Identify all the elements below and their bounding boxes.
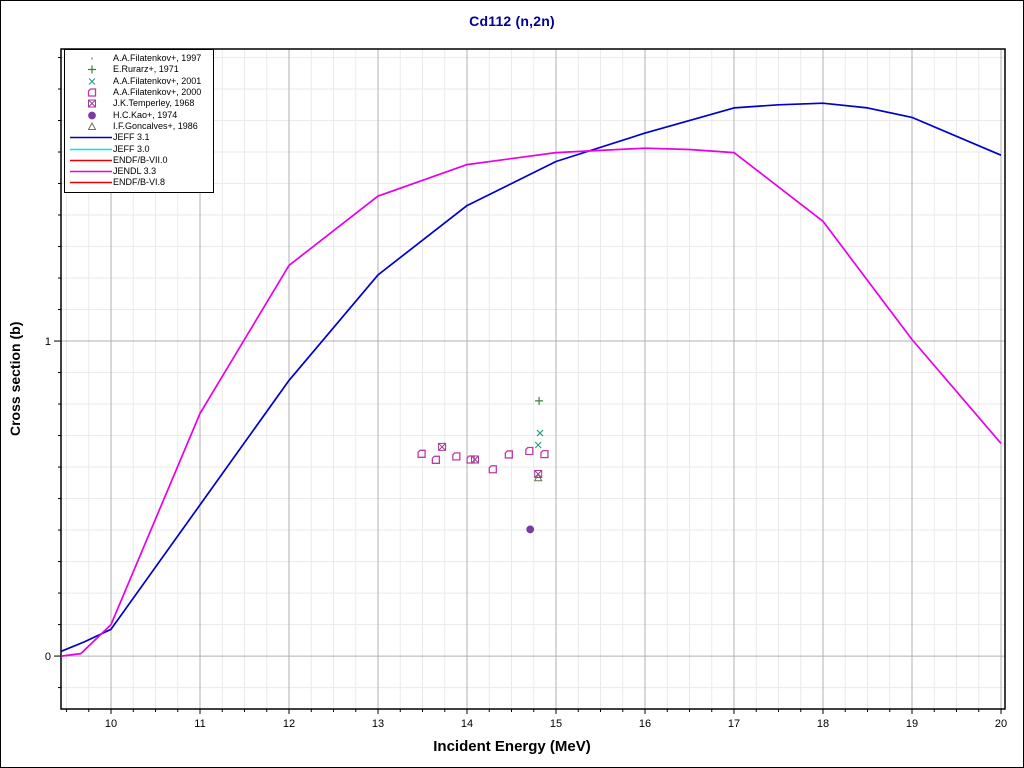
legend-entry-h.c.kao-1974: H.C.Kao+, 1974 bbox=[67, 109, 213, 120]
line-icon bbox=[70, 136, 112, 139]
legend-entry-i.f.goncalves-1986: I.F.Goncalves+, 1986 bbox=[67, 121, 213, 132]
legend-entry-endf-b-vi.8: ENDF/B-VI.8 bbox=[67, 177, 213, 188]
svg-text:12: 12 bbox=[283, 718, 295, 730]
svg-text:14: 14 bbox=[461, 718, 473, 730]
line-icon bbox=[70, 159, 112, 162]
legend-entry-a.a.filatenkov-1997: A.A.Filatenkov+, 1997 bbox=[67, 53, 213, 64]
gridlines-major bbox=[61, 49, 1005, 709]
svg-text:13: 13 bbox=[372, 718, 384, 730]
svg-text:0: 0 bbox=[45, 651, 51, 663]
svg-text:19: 19 bbox=[906, 718, 918, 730]
svg-text:17: 17 bbox=[728, 718, 740, 730]
svg-text:18: 18 bbox=[817, 718, 829, 730]
legend-label: JENDL 3.3 bbox=[113, 166, 157, 177]
x-axis-tick-labels: 10 11 12 13 14 15 16 17 18 19 20 bbox=[105, 718, 1007, 730]
open-square-icon bbox=[87, 88, 97, 97]
legend-label: JEFF 3.1 bbox=[113, 132, 150, 143]
legend-entry-jeff-3.0: JEFF 3.0 bbox=[67, 143, 213, 154]
legend-entry-e.rurarz-1971: E.Rurarz+, 1971 bbox=[67, 64, 213, 75]
curve-jendl-3.3 bbox=[61, 147, 1002, 657]
svg-text:1: 1 bbox=[45, 336, 51, 348]
line-icon bbox=[70, 170, 112, 173]
scatter-e.rurarz-1971 bbox=[535, 396, 544, 405]
open-triangle-icon bbox=[87, 121, 97, 130]
legend-entry-j.k.temperley-1968: J.K.Temperley, 1968 bbox=[67, 98, 213, 109]
x-icon bbox=[88, 77, 96, 85]
curve-jeff-3.1 bbox=[60, 102, 1002, 653]
legend-label: ENDF/B-VI.8 bbox=[113, 177, 166, 188]
legend-label: A.A.Filatenkov+, 2001 bbox=[113, 75, 202, 86]
dot-icon bbox=[91, 57, 93, 60]
legend-entry-endf-b-vii.0: ENDF/B-VII.0 bbox=[67, 155, 213, 166]
crossed-square-icon bbox=[88, 99, 96, 108]
scatter-h.c.kao-1974 bbox=[526, 525, 535, 534]
legend-label: ENDF/B-VII.0 bbox=[113, 154, 168, 165]
line-icon bbox=[70, 182, 112, 184]
legend-label: I.F.Goncalves+, 1986 bbox=[113, 120, 198, 131]
svg-text:15: 15 bbox=[550, 718, 562, 730]
scatter-i.f.goncalves-1986 bbox=[533, 473, 543, 482]
legend-entry-a.a.filatenkov-2000: A.A.Filatenkov+, 2000 bbox=[67, 87, 213, 98]
y-axis-ticks bbox=[54, 57, 61, 689]
legend-box: A.A.Filatenkov+, 1997 E.Rurarz+, 1971 A.A.… bbox=[64, 49, 214, 193]
legend-entry-jendl-3.3: JENDL 3.3 bbox=[67, 166, 213, 177]
legend-label: A.A.Filatenkov+, 1997 bbox=[113, 53, 202, 64]
plus-icon bbox=[88, 65, 96, 74]
svg-text:16: 16 bbox=[639, 718, 651, 730]
legend-entry-a.a.filatenkov-2001: A.A.Filatenkov+, 2001 bbox=[67, 76, 213, 87]
gridlines-minor bbox=[61, 49, 1005, 709]
legend-label: J.K.Temperley, 1968 bbox=[113, 98, 195, 109]
scatter-a.a.filatenkov-2000 bbox=[417, 446, 549, 474]
chart-title: Cd112 (n,2n) bbox=[469, 13, 555, 29]
line-icon bbox=[70, 148, 112, 150]
x-axis-title: Incident Energy (MeV) bbox=[433, 738, 591, 755]
legend-label: E.Rurarz+, 1971 bbox=[113, 64, 179, 75]
svg-text:10: 10 bbox=[105, 718, 117, 730]
legend-label: H.C.Kao+, 1974 bbox=[113, 109, 178, 120]
y-axis-title: Cross section (b) bbox=[7, 321, 23, 437]
plot-frame bbox=[60, 48, 1006, 710]
legend-label: A.A.Filatenkov+, 2000 bbox=[113, 87, 202, 98]
y-axis-tick-labels: 01 bbox=[45, 336, 51, 663]
legend-entry-jeff-3.1: JEFF 3.1 bbox=[67, 132, 213, 143]
x-axis-ticks bbox=[66, 709, 1002, 714]
legend-label: JEFF 3.0 bbox=[113, 143, 150, 154]
filled-circle-icon bbox=[88, 111, 96, 120]
scatter-a.a.filatenkov-2001 bbox=[534, 429, 544, 449]
svg-text:20: 20 bbox=[995, 718, 1007, 730]
svg-text:11: 11 bbox=[194, 718, 205, 730]
